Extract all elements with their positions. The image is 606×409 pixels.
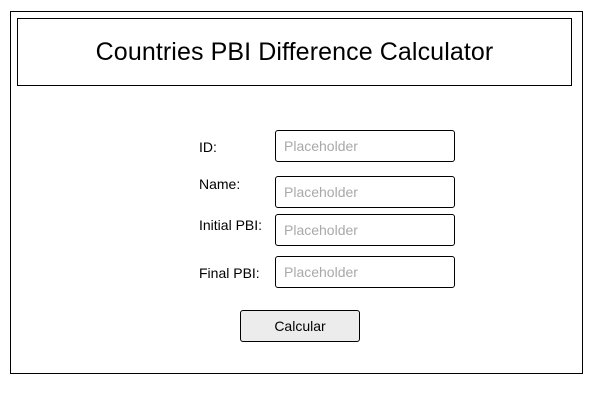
initial-pbi-label: Initial PBI:	[199, 217, 263, 233]
name-label: Name:	[199, 176, 241, 192]
header-box: Countries PBI Difference Calculator	[17, 18, 572, 86]
final-pbi-input[interactable]	[275, 256, 455, 288]
initial-pbi-input[interactable]	[275, 214, 455, 246]
final-pbi-label: Final PBI:	[199, 265, 260, 281]
name-input[interactable]	[275, 176, 455, 208]
id-input[interactable]	[275, 130, 455, 162]
calcular-button[interactable]: Calcular	[240, 310, 360, 342]
page-title: Countries PBI Difference Calculator	[95, 37, 494, 66]
id-label: ID:	[199, 139, 217, 155]
